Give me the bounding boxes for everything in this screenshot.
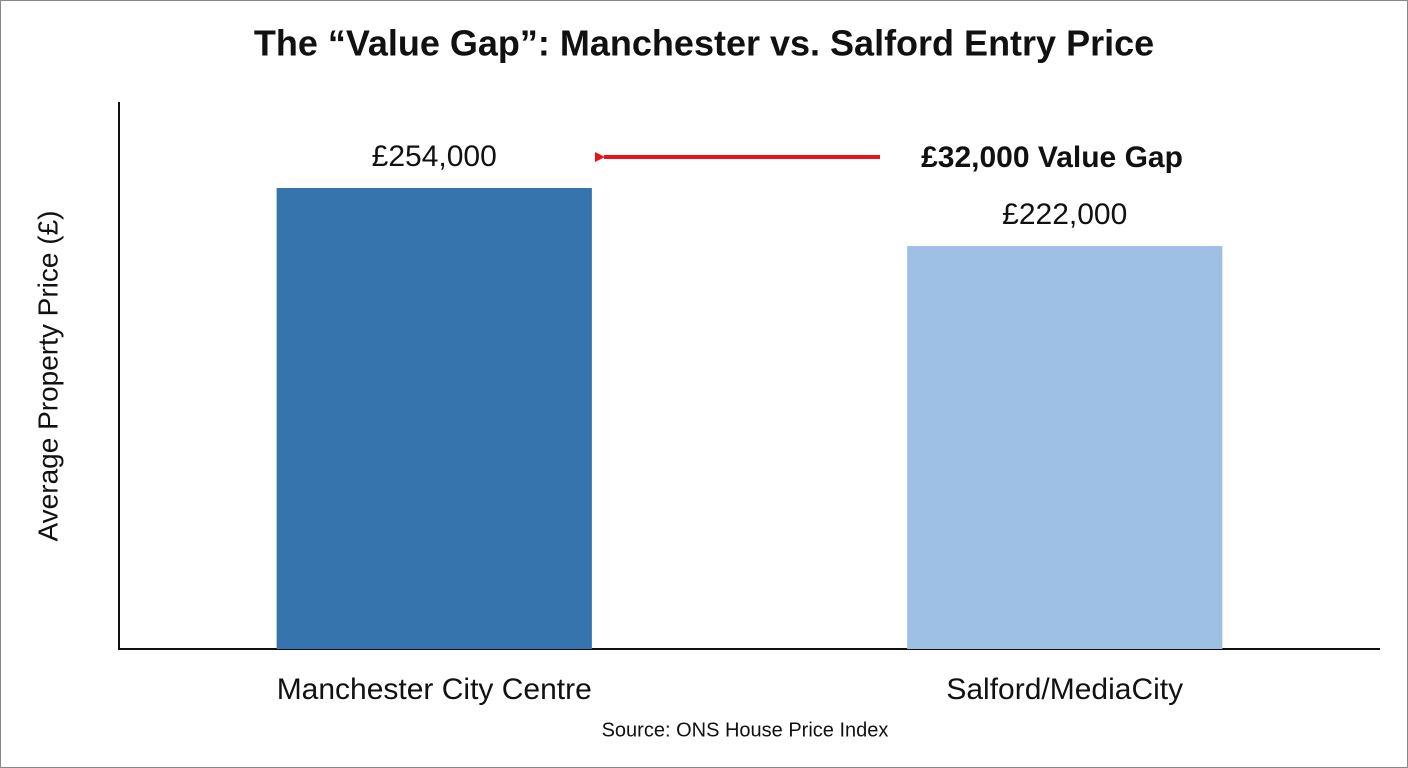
value-label: £254,000 (372, 140, 497, 173)
x-tick-label: Manchester City Centre (277, 673, 592, 706)
source: Source: ONS House Price Index (602, 719, 889, 741)
annotation: £32,000 Value Gap (921, 141, 1183, 174)
bar (276, 187, 592, 650)
y-axis-label: Average Property Price (£) (32, 211, 63, 542)
chart-title: The “Value Gap”: Manchester vs. Salford … (254, 23, 1154, 64)
value-label: £222,000 (1002, 198, 1127, 231)
x-tick-label: Salford/MediaCity (946, 673, 1183, 706)
bar (907, 246, 1223, 649)
